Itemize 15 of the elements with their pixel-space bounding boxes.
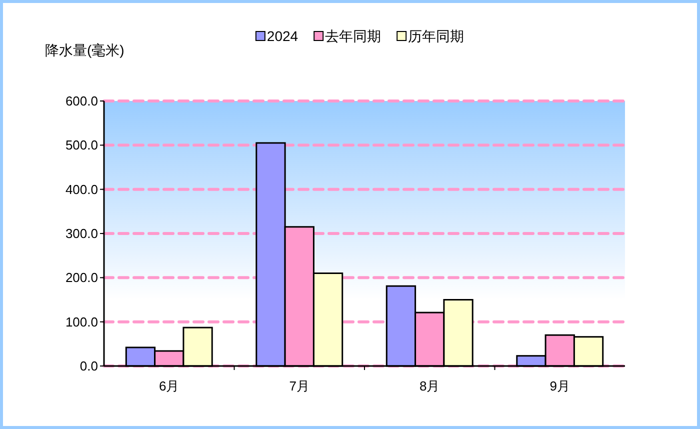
x-tick-label: 9月 bbox=[550, 378, 570, 394]
y-tick-label: 400.0 bbox=[65, 182, 98, 197]
x-tick-label: 6月 bbox=[159, 378, 180, 394]
y-tick-label: 200.0 bbox=[65, 270, 98, 286]
y-tick-label: 600.0 bbox=[65, 94, 98, 108]
x-tick-label: 8月 bbox=[420, 378, 440, 394]
y-tick-label: 100.0 bbox=[65, 314, 98, 330]
y-tick-label: 500.0 bbox=[65, 138, 98, 153]
legend-label: 历年同期 bbox=[408, 28, 464, 44]
y-tick-label: 0.0 bbox=[80, 358, 98, 374]
y-axis-title: 降水量(毫米) bbox=[45, 42, 124, 58]
legend-label: 2024 bbox=[266, 28, 298, 44]
x-tick-label: 7月 bbox=[289, 378, 310, 394]
legend-label: 去年同期 bbox=[325, 28, 382, 44]
y-tick-label: 300.0 bbox=[65, 226, 98, 241]
